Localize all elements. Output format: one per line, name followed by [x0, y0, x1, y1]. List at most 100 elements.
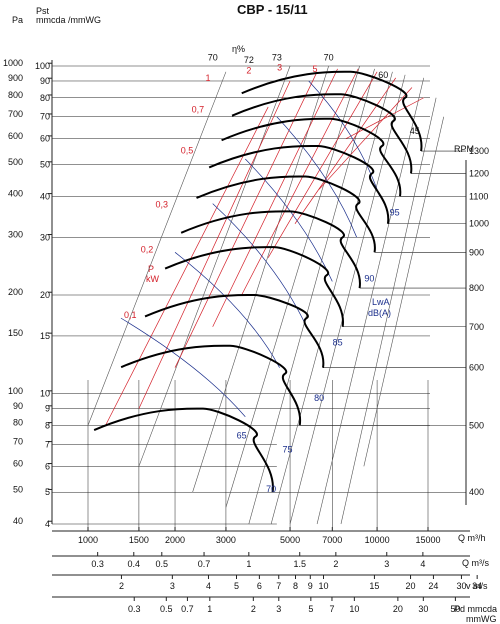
- mmwg-tick-label: 40: [40, 191, 50, 201]
- noise-curve: [212, 203, 307, 327]
- q-m3h-tick-label: 1000: [78, 535, 98, 545]
- v-tick-label: 4: [206, 581, 211, 591]
- q-m3h-axis-label: Q m³/h: [458, 533, 486, 543]
- q-m3h-tick-label: 5000: [280, 535, 300, 545]
- q-m3s-tick-label: 1.5: [293, 559, 306, 569]
- noise-value-label: 65: [237, 430, 247, 440]
- pd-tick-label: 0.3: [128, 604, 141, 614]
- pst-label: Pst: [36, 6, 50, 16]
- q-m3h-tick-label: 1500: [129, 535, 149, 545]
- efficiency-line: [270, 71, 393, 525]
- noise-value-label: 95: [390, 207, 400, 217]
- v-tick-label: 5: [234, 581, 239, 591]
- rpm-curve: [208, 144, 390, 224]
- mmwg-tick-label: 80: [40, 93, 50, 103]
- power-line: [267, 71, 378, 258]
- pd-tick-label: 5: [308, 604, 313, 614]
- efficiency-line: [87, 71, 227, 426]
- efficiency-line: [316, 77, 425, 525]
- power-line: [241, 68, 359, 296]
- rpm-tick-label: 1000: [469, 219, 489, 229]
- v-tick-label: 15: [369, 581, 379, 591]
- rpm-tick-label: 900: [469, 247, 484, 257]
- power-line: [212, 68, 338, 327]
- q-m3s-tick-label: 3: [384, 559, 389, 569]
- noise-curve: [308, 80, 380, 197]
- rpm-tick-label: 800: [469, 283, 484, 293]
- pd-tick-label: 10: [349, 604, 359, 614]
- rpm-curve: [144, 293, 325, 368]
- mmwg-tick-label: 7: [45, 439, 50, 449]
- mmwg-tick-label: 60: [40, 134, 50, 144]
- pd-tick-label: 50: [450, 604, 460, 614]
- q-m3s-tick-label: 0.3: [91, 559, 104, 569]
- mmcda-label: mmcda /mmWG: [36, 15, 101, 25]
- rpm-curve: [221, 117, 402, 197]
- pd-tick-label: 7: [329, 604, 334, 614]
- q-m3h-tick-label: 3000: [216, 535, 236, 545]
- pa-tick-label: 80: [13, 418, 23, 428]
- power-value-label: 0,2: [141, 244, 154, 254]
- pa-tick-label: 200: [8, 287, 23, 297]
- pa-tick-label: 100: [8, 386, 23, 396]
- pa-tick-label: 600: [8, 131, 23, 141]
- v-tick-label: 34: [472, 581, 482, 591]
- dba-label: dB(A): [368, 308, 391, 318]
- efficiency-value-label: 45: [410, 126, 420, 136]
- rpm-curve: [93, 407, 274, 493]
- efficiency-line: [340, 97, 437, 525]
- mmwg-tick-label: 70: [40, 112, 50, 122]
- noise-curve: [245, 158, 333, 282]
- power-value-label: 5: [313, 64, 318, 74]
- q-m3s-tick-label: 1: [246, 559, 251, 569]
- power-line: [174, 71, 318, 368]
- rpm-tick-label: 1200: [469, 168, 489, 178]
- pa-tick-label: 900: [8, 73, 23, 83]
- eta-label: η%: [232, 44, 245, 54]
- rpm-curve: [241, 70, 423, 152]
- power-line: [345, 97, 424, 139]
- pd-tick-label: 0.7: [181, 604, 194, 614]
- efficiency-line: [138, 65, 291, 467]
- rpm-curve: [120, 344, 301, 426]
- v-tick-label: 9: [308, 581, 313, 591]
- noise-value-label: 85: [333, 338, 343, 348]
- q-m3s-tick-label: 0.7: [198, 559, 211, 569]
- v-axis-label: v m/s: [466, 581, 488, 591]
- mmwg-tick-label: 30: [40, 232, 50, 242]
- pa-tick-label: 800: [8, 90, 23, 100]
- q-m3s-tick-label: 0.5: [156, 559, 169, 569]
- pa-tick-label: 700: [8, 109, 23, 119]
- efficiency-value-label: 60: [378, 70, 388, 80]
- power-value-label: 0,7: [192, 105, 205, 115]
- mmwg-tick-label: 90: [40, 76, 50, 86]
- rpm-tick-label: 600: [469, 363, 484, 373]
- pa-label: Pa: [12, 15, 23, 25]
- noise-value-label: 90: [364, 273, 374, 283]
- power-value-label: 3: [277, 62, 282, 72]
- efficiency-line: [248, 68, 375, 525]
- pa-tick-label: 40: [13, 516, 23, 526]
- q-m3s-tick-label: 2: [333, 559, 338, 569]
- pa-tick-label: 60: [13, 459, 23, 469]
- pa-tick-label: 1000: [3, 58, 23, 68]
- pa-tick-label: 300: [8, 230, 23, 240]
- power-line: [138, 80, 291, 409]
- power-kw-label: kW: [146, 274, 160, 284]
- v-tick-label: 7: [276, 581, 281, 591]
- mmwg-tick-label: 6: [45, 461, 50, 471]
- v-tick-label: 8: [293, 581, 298, 591]
- q-m3s-tick-label: 0.4: [128, 559, 141, 569]
- rpm-tick-label: 700: [469, 322, 484, 332]
- q-m3h-tick-label: 10000: [365, 535, 390, 545]
- noise-value-label: 75: [283, 445, 293, 455]
- v-tick-label: 24: [428, 581, 438, 591]
- power-value-label: 0,5: [181, 146, 194, 156]
- mmwg-tick-label: 20: [40, 290, 50, 300]
- pd-axis-label: Pd mmcda: [454, 604, 497, 614]
- pd-tick-label: 0.5: [160, 604, 173, 614]
- q-m3h-tick-label: 2000: [165, 535, 185, 545]
- v-tick-label: 6: [257, 581, 262, 591]
- pd-tick-label: 30: [418, 604, 428, 614]
